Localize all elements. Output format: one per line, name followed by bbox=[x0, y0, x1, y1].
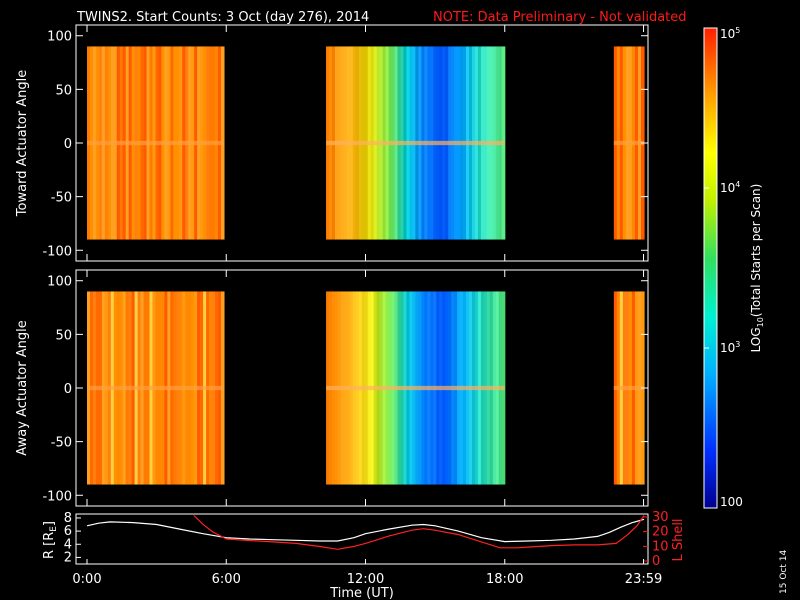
y-tick-label: 100 bbox=[47, 30, 72, 45]
r-axis-label: R [RE] bbox=[42, 521, 59, 559]
colorbar-tick-exponent: 3 bbox=[735, 340, 740, 349]
time-tick-label: 6:00 bbox=[212, 572, 241, 587]
r-tick-label: 6 bbox=[64, 524, 72, 539]
orbit-panel-frame bbox=[75, 513, 649, 565]
y-tick-label: 50 bbox=[55, 83, 72, 98]
away-actuator-panel: 100 50 0 -50 -100 Away Actuator Angle bbox=[15, 269, 649, 507]
toward-heatmap bbox=[87, 46, 645, 240]
colorbar-ticks: 105 104 103 100 bbox=[704, 26, 743, 509]
zero-angle-band bbox=[326, 140, 505, 146]
colorbar: 105 104 103 100 LOG10(Total Starts per Scan… bbox=[703, 26, 765, 509]
toward-x-ticks bbox=[86, 25, 645, 261]
zero-angle-band bbox=[87, 385, 224, 391]
y-tick-label: 0 bbox=[64, 382, 72, 397]
away-heatmap bbox=[87, 291, 645, 485]
preliminary-note: NOTE: Data Preliminary - Not validated bbox=[433, 10, 687, 25]
away-y-axis-label: Away Actuator Angle bbox=[15, 320, 30, 455]
time-tick-label: 18:00 bbox=[486, 572, 523, 587]
r-tick-label: 4 bbox=[64, 537, 72, 552]
r-tick-label: 8 bbox=[64, 511, 72, 526]
zero-angle-band bbox=[326, 385, 505, 391]
date-stamp: 15 Oct 14 bbox=[779, 550, 789, 594]
colorbar-frame bbox=[703, 27, 718, 509]
y-tick-label: 50 bbox=[55, 328, 72, 343]
lshell-series-line bbox=[193, 515, 645, 550]
time-axis-ticks: 0:00 6:00 12:00 18:00 23:59 bbox=[72, 559, 662, 587]
r-series-line bbox=[86, 518, 645, 543]
time-tick-label: 12:00 bbox=[347, 572, 384, 587]
colorbar-tick-exponent: 5 bbox=[735, 26, 740, 35]
y-tick-label: -100 bbox=[42, 489, 72, 504]
toward-y-axis-label: Toward Actuator Angle bbox=[15, 70, 30, 217]
toward-actuator-panel: 100 50 0 -50 -100 Toward Actuator Angle bbox=[15, 24, 649, 262]
colorbar-tick-label: 100 bbox=[720, 495, 743, 509]
y-tick-label: -50 bbox=[51, 436, 72, 451]
toward-y-ticks: 100 50 0 -50 -100 bbox=[42, 30, 648, 259]
y-tick-label: 0 bbox=[64, 137, 72, 152]
zero-angle-band bbox=[87, 140, 224, 146]
lshell-tick-label: 0 bbox=[652, 554, 660, 569]
colorbar-tick-label: 103 bbox=[720, 340, 740, 355]
y-tick-label: -50 bbox=[51, 191, 72, 206]
y-tick-label: 100 bbox=[47, 275, 72, 290]
zero-angle-band bbox=[613, 385, 644, 391]
colorbar-tick-exponent: 4 bbox=[735, 180, 740, 189]
r-tick-label: 2 bbox=[64, 550, 72, 565]
colorbar-tick-label: 104 bbox=[720, 180, 740, 195]
away-y-ticks: 100 50 0 -50 -100 bbox=[42, 275, 648, 504]
time-tick-label: 23:59 bbox=[625, 572, 662, 587]
lshell-tick-label: 20 bbox=[652, 525, 669, 540]
colorbar-tick-label: 105 bbox=[720, 26, 740, 41]
zero-angle-band bbox=[613, 140, 644, 146]
away-x-ticks bbox=[86, 270, 645, 506]
colorbar-label: LOG10(Total Starts per Scan) bbox=[749, 184, 765, 353]
chart-title: TWINS2. Start Counts: 3 Oct (day 276), 2… bbox=[76, 10, 369, 25]
time-tick-label: 0:00 bbox=[72, 572, 101, 587]
orbit-lines bbox=[86, 515, 645, 550]
colorbar-gradient bbox=[704, 28, 717, 508]
lshell-axis-label: L Shell bbox=[671, 518, 686, 561]
time-axis-label: Time (UT) bbox=[329, 586, 394, 600]
lshell-tick-label: 30 bbox=[652, 510, 669, 525]
lshell-tick-label: 10 bbox=[652, 539, 669, 554]
y-tick-label: -100 bbox=[42, 244, 72, 259]
